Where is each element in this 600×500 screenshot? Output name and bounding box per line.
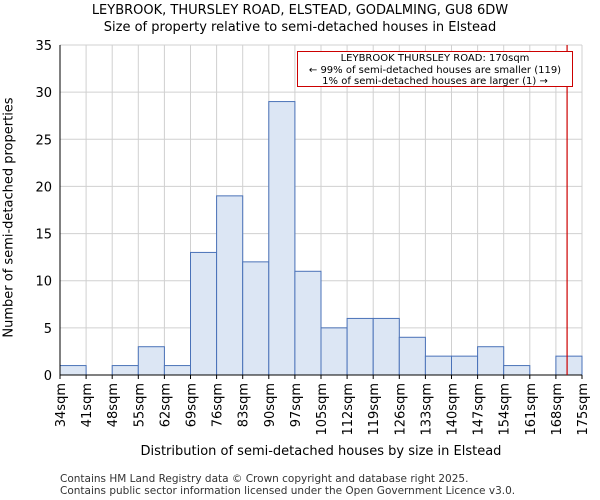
y-tick-label: 5 [44, 322, 52, 337]
x-axis-label: Distribution of semi-detached houses by … [140, 444, 502, 459]
x-tick-label: 140sqm [446, 383, 461, 436]
y-tick-label: 0 [44, 369, 52, 384]
histogram-bar [190, 251, 218, 376]
y-tick-label: 15 [35, 228, 52, 243]
annotation-line-3: 1% of semi-detached houses are larger (1… [322, 76, 548, 87]
histogram-bar [503, 365, 531, 376]
histogram-bar [346, 317, 374, 376]
footer-licence: Contains public sector information licen… [60, 485, 516, 497]
property-annotation-box: LEYBROOK THURSLEY ROAD: 170sqm ← 99% of … [297, 51, 573, 87]
x-tick-label: 105sqm [315, 383, 330, 436]
x-tick-label: 69sqm [185, 383, 200, 427]
x-tick-label: 147sqm [472, 383, 487, 436]
histogram-bar [163, 365, 191, 376]
footer-copyright: Contains HM Land Registry data © Crown c… [60, 473, 469, 485]
y-tick-label: 20 [35, 180, 52, 195]
y-tick-label: 10 [35, 275, 52, 290]
x-tick-label: 154sqm [498, 383, 513, 436]
histogram-bar [242, 261, 270, 376]
histogram-bar [216, 195, 244, 376]
x-tick-label: 97sqm [289, 383, 304, 427]
x-tick-label: 41sqm [80, 383, 95, 427]
annotation-line-1: LEYBROOK THURSLEY ROAD: 170sqm [340, 53, 530, 64]
x-tick-label: 126sqm [393, 383, 408, 436]
x-tick-label: 119sqm [367, 383, 382, 436]
x-tick-label: 161sqm [524, 383, 539, 436]
histogram-bar [111, 365, 139, 376]
x-tick-label: 90sqm [263, 383, 278, 427]
histogram-bar [59, 365, 87, 376]
x-tick-label: 175sqm [576, 383, 591, 436]
x-tick-label: 168sqm [550, 383, 565, 436]
y-axis-label: Number of semi-detached properties [1, 97, 17, 338]
annotation-line-2: ← 99% of semi-detached houses are smalle… [308, 64, 562, 76]
x-tick-label: 112sqm [341, 383, 356, 436]
histogram-bar [451, 355, 479, 376]
x-tick-label: 48sqm [106, 383, 121, 427]
chart-subtitle: Size of property relative to semi-detach… [103, 20, 497, 35]
y-tick-label: 35 [35, 39, 52, 54]
y-tick-label: 25 [35, 133, 52, 148]
x-tick-label: 133sqm [419, 383, 434, 436]
x-tick-label: 55sqm [132, 383, 147, 427]
histogram-bar [268, 101, 296, 376]
x-tick-label: 62sqm [158, 383, 173, 427]
y-tick-label: 30 [35, 86, 52, 101]
histogram-bar [294, 270, 322, 376]
histogram-bar [398, 336, 426, 376]
x-tick-label: 76sqm [211, 383, 226, 427]
chart-title: LEYBROOK, THURSLEY ROAD, ELSTEAD, GODALM… [91, 3, 509, 18]
x-tick-label: 83sqm [237, 383, 252, 427]
histogram-bar [477, 346, 505, 376]
histogram-bar [320, 327, 348, 376]
histogram-bar [137, 346, 165, 376]
histogram-bar [555, 355, 583, 376]
x-tick-label: 34sqm [54, 383, 69, 427]
histogram-bar [372, 317, 400, 376]
histogram-bar [424, 355, 452, 376]
